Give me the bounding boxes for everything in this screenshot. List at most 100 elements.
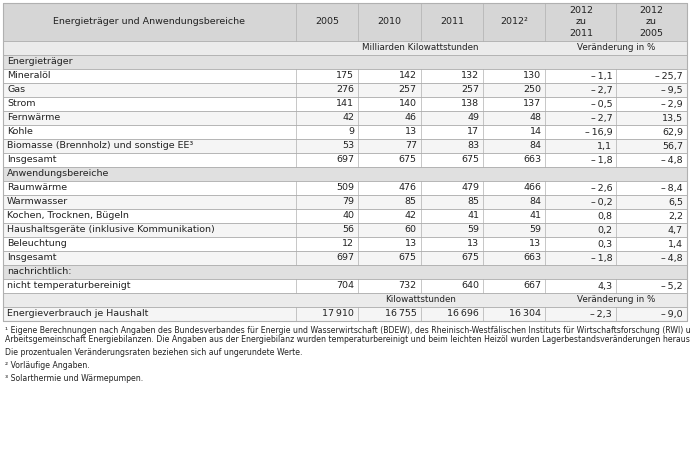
Text: 697: 697 <box>336 254 354 262</box>
Text: 0,2: 0,2 <box>598 225 612 234</box>
Text: 4,3: 4,3 <box>597 282 612 291</box>
Text: 9: 9 <box>348 128 354 137</box>
Text: 476: 476 <box>399 184 417 192</box>
Text: Die prozentualen Veränderungsraten beziehen sich auf ungerundete Werte.: Die prozentualen Veränderungsraten bezie… <box>5 348 302 357</box>
Text: – 16,9: – 16,9 <box>584 128 612 137</box>
Text: 62,9: 62,9 <box>662 128 683 137</box>
Bar <box>3 97 687 111</box>
Text: 675: 675 <box>399 254 417 262</box>
Text: Arbeitsgemeinschaft Energiebilanzen. Die Angaben aus der Energiebilanz wurden te: Arbeitsgemeinschaft Energiebilanzen. Die… <box>5 335 690 344</box>
Text: 40: 40 <box>342 212 354 220</box>
Bar <box>3 41 687 55</box>
Text: 137: 137 <box>523 100 542 108</box>
Bar <box>3 111 687 125</box>
Text: 509: 509 <box>336 184 354 192</box>
Text: 46: 46 <box>405 113 417 122</box>
Text: 663: 663 <box>523 155 542 165</box>
Text: Energieträger: Energieträger <box>7 58 72 67</box>
Text: ² Vorläufige Angaben.: ² Vorläufige Angaben. <box>5 361 90 370</box>
Bar <box>3 209 687 223</box>
Text: Fernwärme: Fernwärme <box>7 113 60 122</box>
Text: 42: 42 <box>342 113 354 122</box>
Text: 257: 257 <box>461 85 479 95</box>
Text: 56,7: 56,7 <box>662 142 683 150</box>
Text: 13: 13 <box>404 128 417 137</box>
Text: Strom: Strom <box>7 100 35 108</box>
Text: 60: 60 <box>405 225 417 234</box>
Text: ¹ Eigene Berechnungen nach Angaben des Bundesverbandes für Energie und Wasserwir: ¹ Eigene Berechnungen nach Angaben des B… <box>5 326 690 335</box>
Text: – 1,1: – 1,1 <box>591 71 612 80</box>
Text: 667: 667 <box>524 282 542 291</box>
Bar <box>3 3 687 41</box>
Text: – 8,4: – 8,4 <box>662 184 683 192</box>
Text: 17 910: 17 910 <box>322 309 354 319</box>
Text: 704: 704 <box>336 282 354 291</box>
Text: – 2,7: – 2,7 <box>591 113 612 122</box>
Text: 16 755: 16 755 <box>385 309 417 319</box>
Text: 140: 140 <box>399 100 417 108</box>
Text: Milliarden Kilowattstunden: Milliarden Kilowattstunden <box>362 43 479 53</box>
Text: 1,1: 1,1 <box>598 142 612 150</box>
Text: Haushaltsgeräte (inklusive Kommunikation): Haushaltsgeräte (inklusive Kommunikation… <box>7 225 215 234</box>
Text: 77: 77 <box>405 142 417 150</box>
Text: – 2,3: – 2,3 <box>591 309 612 319</box>
Text: 0,8: 0,8 <box>598 212 612 220</box>
Text: – 1,8: – 1,8 <box>591 254 612 262</box>
Text: 466: 466 <box>524 184 542 192</box>
Text: 250: 250 <box>524 85 542 95</box>
Text: 2010: 2010 <box>377 17 402 27</box>
Text: 12: 12 <box>342 239 354 249</box>
Text: – 9,5: – 9,5 <box>662 85 683 95</box>
Text: 53: 53 <box>342 142 354 150</box>
Text: 732: 732 <box>399 282 417 291</box>
Text: 16 696: 16 696 <box>447 309 479 319</box>
Bar <box>3 3 687 321</box>
Text: nachrichtlich:: nachrichtlich: <box>7 267 72 276</box>
Text: Energieverbrauch je Haushalt: Energieverbrauch je Haushalt <box>7 309 148 319</box>
Text: 85: 85 <box>405 197 417 207</box>
Text: 2012
zu
2005: 2012 zu 2005 <box>640 6 664 37</box>
Text: 13: 13 <box>404 239 417 249</box>
Text: 42: 42 <box>405 212 417 220</box>
Text: 2012
zu
2011: 2012 zu 2011 <box>569 6 593 37</box>
Bar <box>3 139 687 153</box>
Bar <box>3 181 687 195</box>
Text: 13: 13 <box>467 239 479 249</box>
Bar <box>3 195 687 209</box>
Text: Kohle: Kohle <box>7 128 33 137</box>
Text: 49: 49 <box>467 113 479 122</box>
Text: 17: 17 <box>467 128 479 137</box>
Text: Veränderung in %: Veränderung in % <box>577 296 656 304</box>
Text: 84: 84 <box>529 142 542 150</box>
Text: 675: 675 <box>461 155 479 165</box>
Text: – 25,7: – 25,7 <box>656 71 683 80</box>
Text: Kilowattstunden: Kilowattstunden <box>385 296 456 304</box>
Bar <box>3 55 687 69</box>
Text: 2005: 2005 <box>315 17 339 27</box>
Text: Beleuchtung: Beleuchtung <box>7 239 67 249</box>
Text: 13,5: 13,5 <box>662 113 683 122</box>
Bar <box>3 223 687 237</box>
Text: 257: 257 <box>399 85 417 95</box>
Text: 640: 640 <box>461 282 479 291</box>
Text: 83: 83 <box>467 142 479 150</box>
Text: Energieträger und Anwendungsbereiche: Energieträger und Anwendungsbereiche <box>53 17 246 27</box>
Text: 6,5: 6,5 <box>668 197 683 207</box>
Bar <box>3 83 687 97</box>
Bar <box>3 69 687 83</box>
Text: 1,4: 1,4 <box>668 239 683 249</box>
Text: 84: 84 <box>529 197 542 207</box>
Bar <box>3 125 687 139</box>
Text: 59: 59 <box>529 225 542 234</box>
Text: 141: 141 <box>336 100 354 108</box>
Text: 48: 48 <box>529 113 542 122</box>
Text: 2,2: 2,2 <box>668 212 683 220</box>
Text: 13: 13 <box>529 239 542 249</box>
Text: Warmwasser: Warmwasser <box>7 197 68 207</box>
Text: 16 304: 16 304 <box>509 309 542 319</box>
Text: Veränderung in %: Veränderung in % <box>577 43 656 53</box>
Bar <box>3 237 687 251</box>
Text: 138: 138 <box>461 100 479 108</box>
Text: 132: 132 <box>461 71 479 80</box>
Text: Insgesamt: Insgesamt <box>7 155 57 165</box>
